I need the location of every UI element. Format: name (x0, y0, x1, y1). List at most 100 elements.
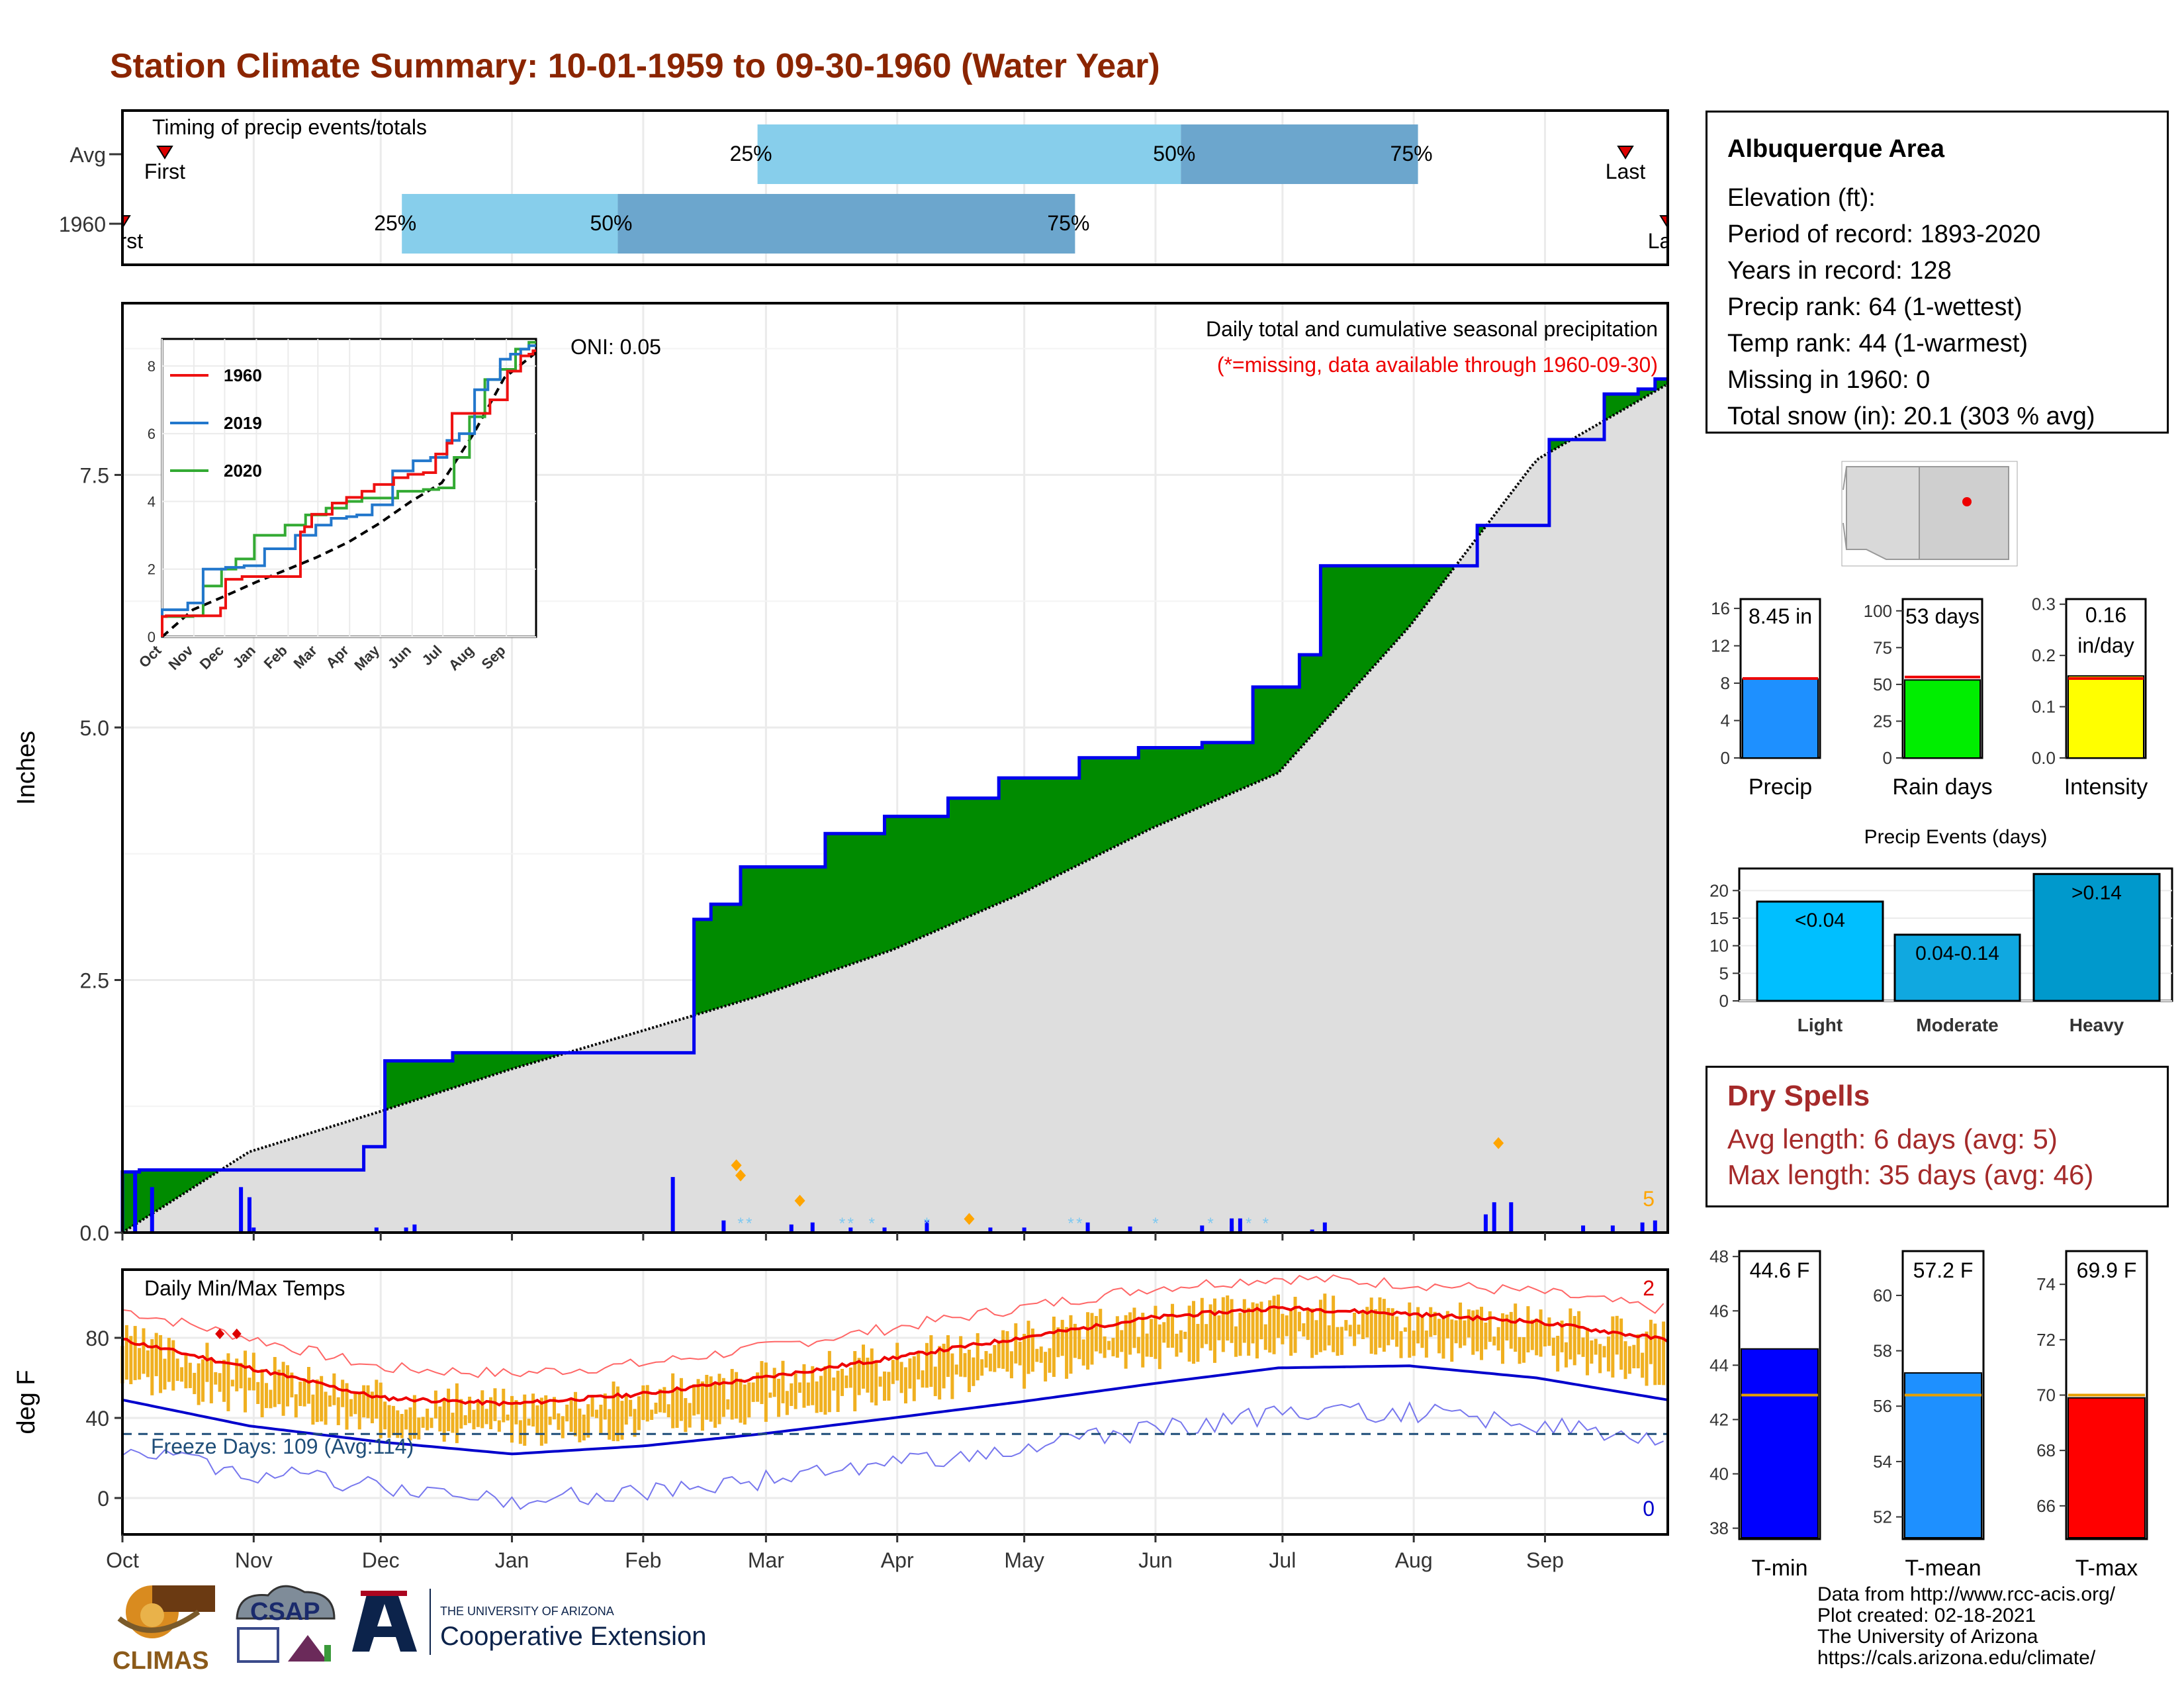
temp-ytick-label: 80 (85, 1327, 109, 1350)
daily-temp-range (1365, 1307, 1369, 1338)
summary-bar (1742, 678, 1819, 759)
daily-temp-range (1297, 1311, 1301, 1332)
daily-temp-range (1412, 1331, 1416, 1356)
record-low-count: 0 (1643, 1497, 1655, 1521)
daily-temp-range (675, 1389, 679, 1429)
daily-temp-range (171, 1340, 175, 1391)
daily-temp-range (1382, 1299, 1386, 1352)
dry-spells-avg: Avg length: 6 days (avg: 5) (1727, 1123, 2058, 1154)
daily-temp-range (1543, 1323, 1547, 1347)
daily-temp-range (159, 1335, 163, 1393)
daily-temp-range (1192, 1301, 1196, 1364)
daily-temp-range (1268, 1300, 1272, 1353)
daily-precip-bar (1230, 1218, 1234, 1233)
summary-ytick-label: 12 (1711, 636, 1730, 656)
daily-temp-range (357, 1393, 361, 1430)
timing-pct-label: 50% (590, 211, 632, 235)
daily-temp-range (421, 1417, 425, 1428)
daily-temp-range (205, 1342, 209, 1382)
daily-temp-range (1200, 1297, 1204, 1348)
daily-precip-bar (670, 1177, 675, 1233)
daily-temp-range (396, 1410, 400, 1438)
daily-temp-range (1242, 1299, 1246, 1343)
snow-marker: * (924, 1215, 930, 1233)
daily-temp-range (1492, 1336, 1496, 1346)
timing-bar-25-50 (402, 194, 618, 254)
daily-temp-range (1475, 1309, 1479, 1352)
daily-temp-range (277, 1370, 281, 1405)
daily-temp-range (1099, 1309, 1103, 1354)
summary-ytick-label: 0 (1883, 748, 1892, 768)
daily-temp-range (1107, 1340, 1111, 1350)
daily-temp-range (891, 1360, 895, 1384)
month-label: Jul (1269, 1548, 1296, 1572)
timing-pct-label: 25% (374, 211, 416, 235)
credit-line: Data from http://www.rcc-acis.org/ (1817, 1583, 2116, 1605)
daily-temp-range (1445, 1311, 1449, 1338)
daily-temp-range (447, 1388, 451, 1432)
heavy-event-marker (735, 1169, 746, 1182)
daily-temp-range (1276, 1294, 1280, 1338)
climas-logo: CLIMAS (113, 1585, 215, 1675)
summary-ytick-label: 50 (1873, 675, 1892, 694)
summary-value-label: 0.16 (2085, 603, 2126, 627)
daily-temp-range (557, 1413, 561, 1430)
daily-temp-range (1488, 1311, 1492, 1342)
daily-precip-bar (1238, 1218, 1242, 1233)
daily-temp-range (781, 1360, 785, 1403)
tbar-label: T-min (1752, 1556, 1808, 1581)
daily-temp-range (629, 1399, 633, 1417)
daily-temp-range (735, 1372, 739, 1419)
daily-temp-range (1154, 1305, 1158, 1359)
daily-temp-range (1577, 1311, 1581, 1355)
month-label: Sep (1526, 1548, 1564, 1572)
daily-precip-bar (988, 1227, 993, 1233)
daily-temp-range (1416, 1307, 1420, 1344)
timing-bar-50-75 (1181, 124, 1418, 184)
daily-temp-range (163, 1358, 167, 1390)
daily-temp-range (539, 1397, 543, 1446)
info-precip-rank: Precip rank: 64 (1-wettest) (1727, 293, 2023, 321)
events-ytick-label: 20 (1709, 880, 1729, 900)
daily-temp-range (1535, 1319, 1539, 1356)
daily-temp-range (1103, 1336, 1107, 1358)
daily-temp-range (129, 1336, 133, 1385)
record-high-count: 2 (1643, 1276, 1655, 1300)
record-high-marker (215, 1328, 225, 1339)
daily-temp-range (1408, 1302, 1412, 1358)
daily-temp-range (764, 1362, 768, 1422)
daily-temp-range (811, 1366, 815, 1405)
daily-temp-range (1551, 1337, 1555, 1356)
locator-map (1841, 461, 2018, 567)
daily-temp-range (1179, 1330, 1183, 1353)
snow-marker: * (1246, 1215, 1251, 1233)
daily-temp-range (917, 1351, 921, 1380)
timing-bar-50-75 (617, 194, 1075, 254)
logos: CLIMAS CSAP THE UNIVERSITY OF ARIZONA Co… (113, 1585, 706, 1675)
daily-temp-range (1009, 1351, 1013, 1379)
daily-temp-range (1212, 1298, 1216, 1363)
ua-big-text: Cooperative Extension (440, 1622, 706, 1651)
daily-temp-range (862, 1344, 866, 1389)
daily-temp-range (578, 1408, 582, 1442)
freeze-days-label: Freeze Days: 109 (Avg:114) (151, 1434, 414, 1458)
daily-temp-range (188, 1362, 192, 1388)
daily-temp-range (874, 1362, 878, 1406)
daily-temp-range (1564, 1342, 1568, 1368)
daily-temp-range (654, 1402, 658, 1414)
daily-temp-range (256, 1382, 260, 1404)
info-temp-rank: Temp rank: 44 (1-warmest) (1727, 330, 2028, 357)
daily-temp-range (1615, 1315, 1619, 1355)
daily-temp-range (713, 1384, 717, 1428)
daily-temp-range (1662, 1321, 1666, 1385)
daily-temp-range (1522, 1336, 1525, 1363)
daily-temp-range (408, 1407, 412, 1441)
daily-temp-range (336, 1397, 340, 1425)
daily-temp-range (248, 1378, 251, 1391)
daily-temp-range (260, 1369, 264, 1418)
daily-temp-range (641, 1385, 645, 1421)
csap-text: CSAP (250, 1598, 320, 1626)
daily-temp-range (197, 1363, 201, 1405)
station-info-box: Albuquerque Area Elevation (ft): Period … (1706, 111, 2169, 434)
daily-temp-range (184, 1353, 188, 1389)
